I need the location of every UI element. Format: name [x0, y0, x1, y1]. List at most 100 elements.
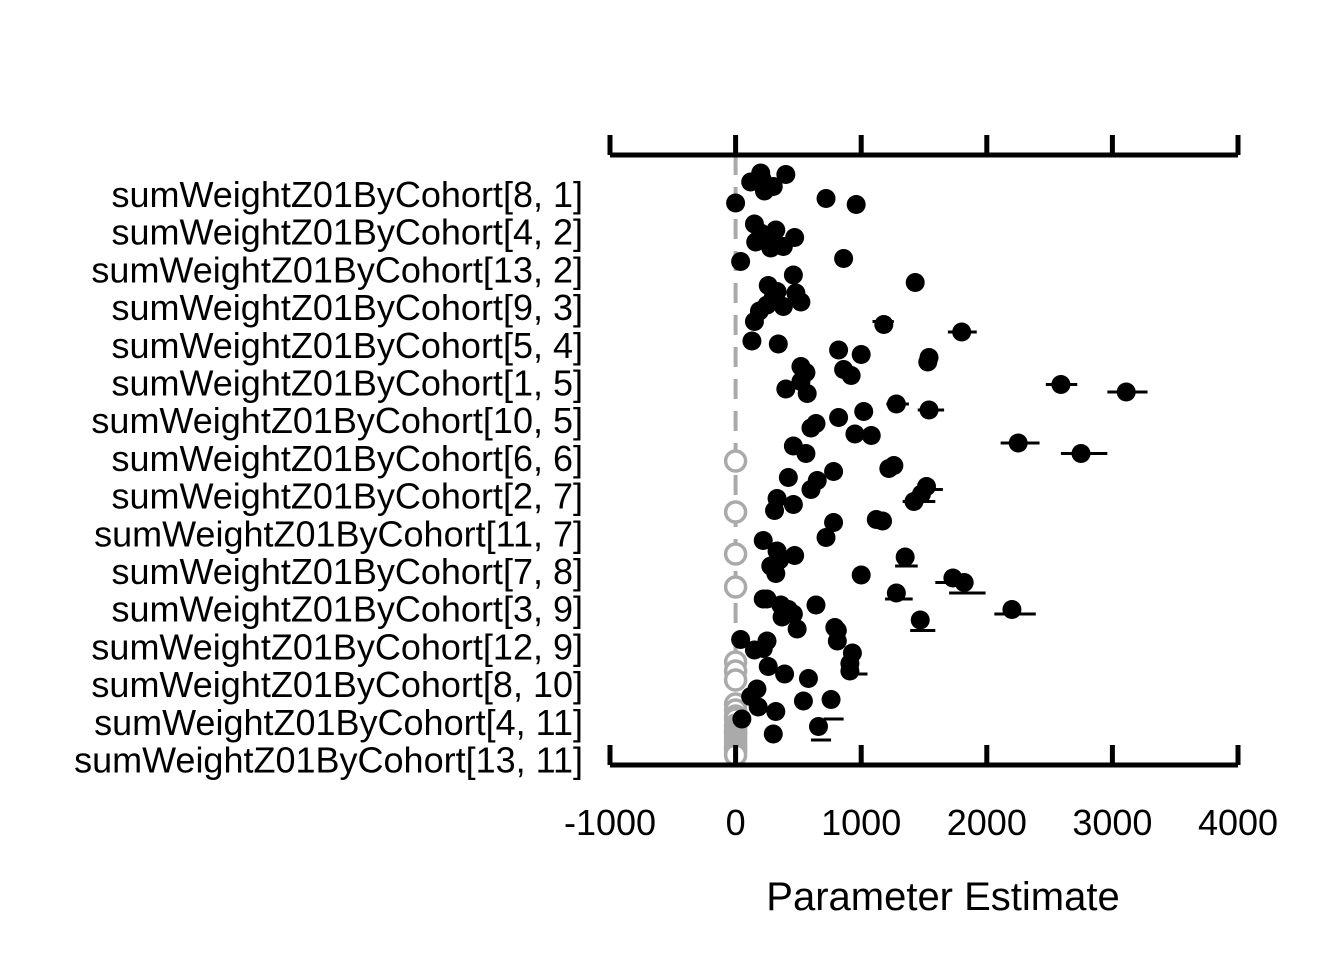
zero-estimate-point [723, 668, 748, 692]
estimate-point [827, 631, 847, 651]
estimate-point [744, 312, 764, 331]
estimate-point [905, 273, 925, 292]
y-tick-label: sumWeightZ01ByCohort[13, 11] [74, 740, 583, 781]
estimate-point [808, 717, 828, 736]
estimate-point [753, 589, 773, 609]
y-tick-label: sumWeightZ01ByCohort[7, 8] [111, 551, 583, 592]
estimate-point [806, 595, 826, 615]
estimate-point [766, 702, 786, 721]
estimate-point [791, 292, 811, 312]
y-tick-label: sumWeightZ01ByCohort[8, 1] [111, 174, 583, 215]
estimate-point [845, 424, 865, 444]
estimate-point [1071, 444, 1091, 463]
estimate-point [834, 249, 854, 268]
estimate-point [783, 265, 803, 285]
estimate-point [851, 345, 871, 364]
estimate-point [816, 528, 836, 547]
estimate-point [773, 297, 793, 316]
estimate-point [824, 462, 844, 481]
estimate-point [746, 232, 766, 252]
y-tick-label: sumWeightZ01ByCohort[6, 6] [111, 438, 583, 479]
estimate-point [851, 565, 871, 585]
estimate-point [801, 480, 821, 499]
estimate-point [1051, 375, 1071, 394]
estimate-point [763, 724, 783, 744]
estimate-point [772, 607, 792, 627]
estimate-point [744, 640, 764, 660]
x-tick-label: 3000 [1072, 802, 1152, 843]
estimate-point [816, 189, 836, 208]
estimate-point [778, 468, 798, 487]
zero-estimate-point [723, 575, 748, 599]
estimate-point [758, 657, 778, 676]
estimate-point [821, 690, 841, 709]
zero-estimate-point [723, 542, 748, 566]
estimate-point [776, 165, 796, 184]
estimate-point [776, 379, 796, 399]
estimate-point [785, 546, 805, 565]
estimate-point [904, 492, 924, 511]
estimate-point [783, 495, 803, 514]
estimate-point [732, 709, 752, 729]
y-tick-label: sumWeightZ01ByCohort[3, 9] [111, 589, 583, 630]
estimate-point [761, 238, 781, 258]
zero-estimate-point [723, 449, 748, 473]
estimate-point [768, 334, 788, 354]
bottom-x-axis: -1000 0 1000 2000 3000 4000 [564, 745, 1278, 843]
estimate-point [765, 501, 785, 520]
estimate-point [753, 531, 773, 550]
estimate-point [846, 195, 866, 214]
estimate-point [918, 352, 938, 372]
x-tick-label: 0 [726, 802, 746, 843]
estimate-point [1116, 382, 1136, 402]
x-axis-title: Parameter Estimate [766, 875, 1119, 919]
y-tick-label: sumWeightZ01ByCohort[10, 5] [91, 400, 583, 441]
estimate-point [854, 402, 874, 421]
y-tick-label: sumWeightZ01ByCohort[9, 3] [111, 287, 583, 328]
estimate-point [886, 583, 906, 603]
y-tick-label: sumWeightZ01ByCohort[13, 2] [91, 249, 583, 290]
estimate-point [796, 444, 816, 463]
y-tick-label: sumWeightZ01ByCohort[8, 10] [91, 664, 583, 705]
estimate-point [797, 384, 817, 403]
estimate-point [801, 418, 821, 438]
estimate-point [824, 513, 844, 532]
y-axis-labels: sumWeightZ01ByCohort[8, 1] sumWeightZ01By… [74, 174, 583, 781]
estimate-point [766, 564, 786, 583]
estimate-point [874, 315, 894, 334]
estimate-point [787, 619, 807, 639]
zero-estimate-point [723, 500, 748, 524]
estimate-point [841, 366, 861, 385]
x-tick-label: -1000 [564, 802, 656, 843]
estimate-point [861, 426, 881, 445]
estimate-point [754, 181, 774, 201]
estimate-point [726, 193, 746, 213]
estimate-point [886, 394, 906, 414]
estimate-point [829, 408, 849, 427]
estimate-point [731, 630, 751, 649]
estimate-point [742, 331, 762, 351]
x-tick-label: 4000 [1198, 802, 1278, 843]
y-tick-label: sumWeightZ01ByCohort[11, 7] [94, 513, 583, 554]
estimate-point [952, 322, 972, 342]
error-bars [810, 320, 1148, 742]
estimate-point [919, 400, 939, 420]
estimate-point [840, 661, 860, 681]
estimate-point [748, 697, 768, 717]
top-x-axis [607, 135, 1241, 158]
estimate-point [793, 691, 813, 711]
estimate-point [741, 172, 761, 192]
estimate-point [775, 664, 795, 684]
y-tick-label: sumWeightZ01ByCohort[4, 11] [94, 702, 583, 743]
y-tick-label: sumWeightZ01ByCohort[12, 9] [91, 626, 583, 667]
x-tick-label: 2000 [947, 802, 1027, 843]
y-tick-label: sumWeightZ01ByCohort[5, 4] [111, 325, 583, 366]
estimate-points [726, 163, 1136, 744]
estimate-point [910, 610, 930, 630]
estimate-point [1008, 433, 1028, 453]
y-tick-label: sumWeightZ01ByCohort[2, 7] [111, 476, 583, 517]
estimate-point [866, 510, 886, 529]
estimate-point [798, 669, 818, 688]
x-tick-label: 1000 [821, 802, 901, 843]
